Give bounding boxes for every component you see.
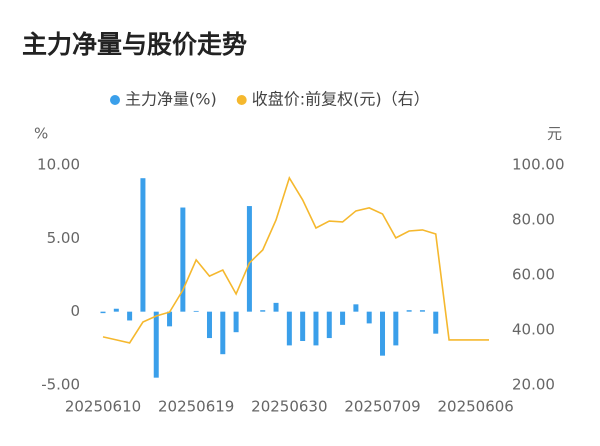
y2-tick-label: 40.00	[512, 321, 555, 339]
bar	[433, 311, 439, 334]
y-axis-label: %	[34, 125, 48, 143]
bar	[233, 311, 239, 333]
x-tick-label: 20250709	[344, 398, 420, 416]
bar	[273, 302, 279, 312]
y2-tick-label: 20.00	[512, 376, 555, 394]
bar	[326, 311, 332, 339]
y2-tick-label: 100.00	[512, 156, 565, 174]
bar	[380, 311, 386, 356]
legend-label: 主力净量(%)	[125, 90, 217, 109]
bar	[340, 311, 346, 325]
bar	[140, 178, 146, 312]
x-tick-label: 20250610	[65, 398, 141, 416]
bar	[180, 207, 186, 312]
bar	[406, 310, 412, 312]
bar	[393, 311, 399, 346]
legend-label: 收盘价:前复权(元)（右）	[252, 90, 430, 109]
bar	[113, 308, 119, 312]
price-line	[102, 176, 489, 344]
y-tick-label: 5.00	[47, 229, 80, 247]
bar	[153, 311, 159, 378]
bar	[100, 311, 106, 314]
y-tick-label: 10.00	[37, 156, 80, 174]
legend-marker	[110, 95, 120, 105]
y-tick-label: 0	[70, 302, 80, 320]
bar	[260, 310, 266, 312]
bar	[127, 311, 133, 321]
y2-tick-label: 60.00	[512, 266, 555, 284]
bar	[419, 310, 425, 312]
y2-axis-label: 元	[547, 125, 562, 143]
bar	[366, 311, 372, 324]
bar	[206, 311, 212, 339]
x-tick-label: 20250630	[251, 398, 327, 416]
chart-title: 主力净量与股价走势	[22, 30, 247, 59]
bar	[193, 310, 199, 312]
x-tick-label: 20250606	[438, 398, 514, 416]
bar	[300, 311, 306, 341]
bar	[313, 311, 319, 346]
bar	[220, 311, 226, 355]
x-tick-label: 20250619	[158, 398, 234, 416]
bar	[167, 311, 173, 327]
bar	[246, 206, 252, 312]
bar	[353, 304, 359, 312]
bar	[286, 311, 292, 346]
y-tick-label: -5.00	[41, 376, 80, 394]
legend-marker	[236, 95, 247, 105]
y2-tick-label: 80.00	[512, 211, 555, 229]
